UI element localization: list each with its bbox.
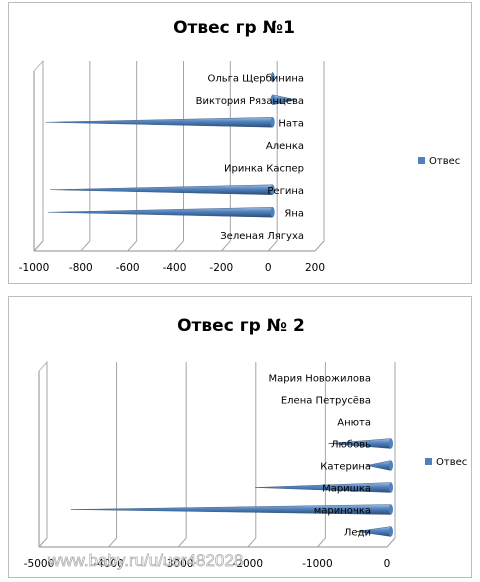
chart-panel-group1: Отвес гр №1 -1000 -800 -600 -400 -200 0 200 Ольг…	[8, 2, 472, 284]
gridline-floor	[33, 240, 44, 252]
x-tick-label: 0	[384, 558, 391, 570]
bar-base	[389, 504, 393, 515]
bar-base	[389, 438, 393, 449]
bar	[45, 117, 273, 128]
legend-label: Отвес	[429, 156, 460, 167]
gridline-floor	[267, 240, 278, 252]
x-tick-label: -3000	[163, 558, 194, 570]
gridline-floor	[177, 537, 187, 548]
side-wall	[38, 360, 48, 548]
bar-base	[270, 207, 275, 218]
category-label: Анюта	[337, 418, 371, 429]
category-label: Любовь	[331, 440, 371, 451]
chart-panel-group2: Отвес гр № 2 -5000 -4000 -3000 -2000 -1000 0 Ма…	[8, 296, 472, 578]
x-tick-label: 0	[265, 262, 272, 274]
category-label: Катерина	[320, 462, 371, 473]
x-tick-label: -1000	[19, 262, 50, 274]
chart-group1: Отвес гр №1 -1000 -800 -600 -400 -200 0 200 Ольг…	[19, 18, 461, 274]
chart-title: Отвес гр № 2	[177, 316, 305, 336]
gridline-floor	[108, 537, 117, 548]
bar-base	[270, 117, 275, 128]
bar-base	[389, 460, 393, 471]
x-tick-label: -1000	[302, 558, 333, 570]
category-label: мариночка	[314, 506, 371, 517]
gridline-floor	[127, 240, 138, 252]
category-label: Мария Новожилова	[269, 374, 372, 385]
category-label: Зеленая Лягуха	[220, 231, 304, 242]
category-label: Елена Петрусёва	[281, 396, 371, 407]
gridline-floor	[38, 537, 48, 548]
gridline-floor	[317, 537, 326, 548]
bar-base	[270, 94, 275, 105]
legend-swatch	[425, 458, 432, 465]
x-tick-label: -800	[69, 262, 93, 274]
category-label: Виктория Рязанцева	[196, 96, 304, 107]
side-wall	[33, 59, 44, 252]
legend-swatch	[418, 157, 425, 164]
category-label: Ната	[278, 118, 304, 129]
legend-label: Отвес	[436, 457, 467, 468]
x-tick-label: -600	[116, 262, 140, 274]
gridline-floor	[314, 240, 325, 252]
chart-title: Отвес гр №1	[173, 18, 295, 38]
bar	[47, 207, 273, 218]
category-label: Леди	[344, 528, 371, 539]
bar-base	[389, 482, 393, 493]
x-tick-label: -2000	[233, 558, 264, 570]
bar	[50, 184, 273, 195]
category-label: Маришка	[322, 484, 371, 495]
category-label: Иринка Каспер	[224, 163, 304, 174]
category-label: Регина	[267, 186, 304, 197]
gridline-floor	[386, 537, 396, 548]
bar-base	[389, 526, 393, 537]
gridline-floor	[80, 240, 91, 252]
x-tick-label: -5000	[24, 558, 55, 570]
bar-base	[270, 184, 275, 195]
bar-base	[270, 72, 275, 83]
x-tick-label: 200	[305, 262, 325, 274]
gridline-floor	[247, 537, 257, 548]
x-tick-label: -400	[163, 262, 187, 274]
chart-group2: Отвес гр № 2 -5000 -4000 -3000 -2000 -1000 0 Ма…	[24, 316, 468, 570]
x-tick-label: -4000	[93, 558, 124, 570]
gridline-floor	[220, 240, 231, 252]
category-label: Аленка	[266, 141, 304, 152]
gridline-floor	[174, 240, 184, 252]
x-tick-label: -200	[209, 262, 233, 274]
category-label: Ольга Щербинина	[207, 73, 304, 84]
category-label: Яна	[284, 208, 304, 219]
